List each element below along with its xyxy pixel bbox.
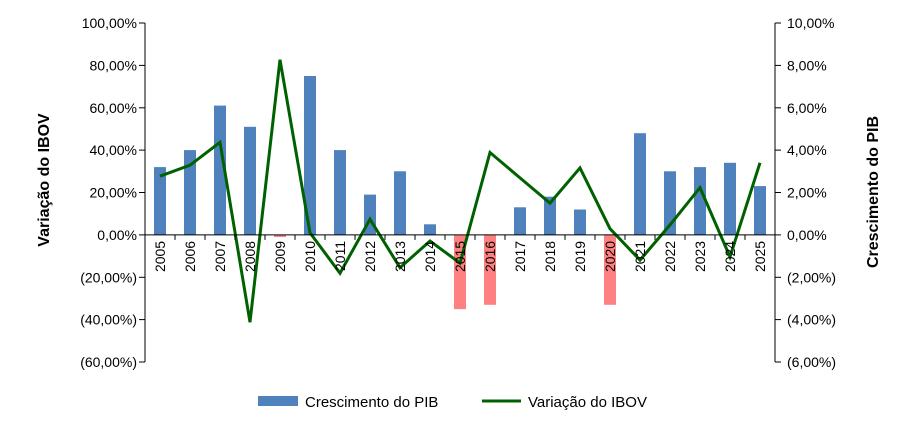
legend-swatch-bar <box>258 396 298 406</box>
x-tick-label: 2021 <box>632 241 648 272</box>
right-tick-label: 8,00% <box>787 57 827 73</box>
left-tick-label: 100,00% <box>82 15 137 31</box>
right-tick-label: 10,00% <box>787 15 834 31</box>
left-tick-label: (40,00%) <box>80 312 137 328</box>
x-axis-ticks: 2005 2006 2007 2008 2009 2010 2011 2012 2013 2014… <box>145 234 776 272</box>
bar-2011 <box>334 150 346 235</box>
bar-2005 <box>154 167 166 235</box>
bar-2023 <box>694 167 706 235</box>
left-tick-label: 60,00% <box>90 100 137 116</box>
x-tick-label: 2022 <box>662 241 678 272</box>
x-tick-label: 2010 <box>302 241 318 272</box>
right-tick-label: 4,00% <box>787 142 827 158</box>
x-tick-label: 2012 <box>362 241 378 272</box>
right-tick-label: 0,00% <box>787 227 827 243</box>
bar-series-group <box>154 76 766 310</box>
right-tick-label: (6,00%) <box>787 354 836 370</box>
left-tick-label: (20,00%) <box>80 269 137 285</box>
legend-label-bar: Crescimento do PIB <box>305 394 438 411</box>
x-tick-label: 2007 <box>212 241 228 272</box>
left-tick-label: 0,00% <box>97 227 137 243</box>
bar-2017 <box>514 207 526 235</box>
left-tick-label: 40,00% <box>90 142 137 158</box>
legend: Crescimento do PIB Variação do IBOV <box>258 394 647 411</box>
x-tick-label: 2020 <box>602 241 618 272</box>
left-tick-label: (60,00%) <box>80 354 137 370</box>
left-tick-label: 80,00% <box>90 57 137 73</box>
x-tick-label: 2019 <box>572 241 588 272</box>
right-y-axis-ticks: 10,00% 8,00% 6,00% 4,00% 2,00% 0,00% (2,00%) (4… <box>774 15 836 370</box>
left-axis-title: Variação do IBOV <box>36 113 53 247</box>
left-y-axis-ticks: 100,00% 80,00% 60,00% 40,00% 20,00% 0,00% (20,… <box>80 15 146 370</box>
x-tick-label: 2017 <box>512 241 528 272</box>
x-tick-label: 2015 <box>452 241 468 272</box>
x-tick-label: 2023 <box>692 241 708 272</box>
bar-2024 <box>724 162 736 235</box>
bar-2007 <box>214 105 226 235</box>
bar-2018 <box>544 196 556 235</box>
bar-2020 <box>604 234 616 305</box>
x-tick-label: 2013 <box>392 241 408 272</box>
x-tick-label: 2005 <box>152 241 168 272</box>
right-tick-label: 2,00% <box>787 185 827 201</box>
bar-2016 <box>484 234 496 305</box>
x-tick-label: 2025 <box>752 241 768 272</box>
bar-2019 <box>574 209 586 235</box>
x-tick-label: 2014 <box>422 241 438 272</box>
right-tick-label: (4,00%) <box>787 312 836 328</box>
right-tick-label: (2,00%) <box>787 269 836 285</box>
right-axis-title: Crescimento do PIB <box>865 116 882 268</box>
bar-2008 <box>244 126 256 235</box>
bar-2010 <box>304 76 316 235</box>
bar-2009 <box>274 234 286 237</box>
bar-2013 <box>394 171 406 235</box>
x-tick-label: 2009 <box>272 241 288 272</box>
x-tick-label: 2011 <box>332 241 348 271</box>
x-tick-label: 2006 <box>182 241 198 272</box>
bar-2014 <box>424 224 436 235</box>
legend-label-line: Variação do IBOV <box>528 394 647 411</box>
x-tick-label: 2008 <box>242 241 258 272</box>
bar-2021 <box>634 133 646 235</box>
x-tick-label: 2016 <box>482 241 498 272</box>
bar-2006 <box>184 150 196 235</box>
right-tick-label: 6,00% <box>787 100 827 116</box>
left-tick-label: 20,00% <box>90 185 137 201</box>
x-tick-label: 2018 <box>542 241 558 272</box>
bar-2025 <box>754 186 766 235</box>
x-tick-label: 2024 <box>722 241 738 272</box>
